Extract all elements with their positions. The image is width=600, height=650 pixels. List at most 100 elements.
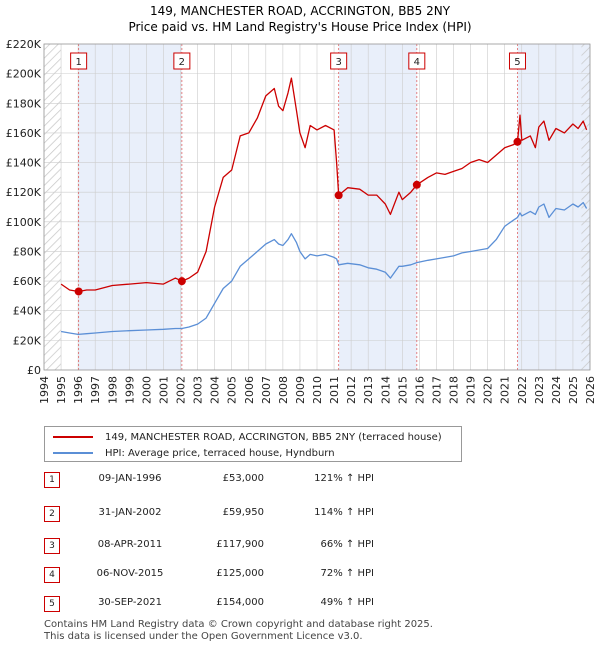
footer: Contains HM Land Registry data © Crown c… xyxy=(44,619,433,643)
x-tick-label: 2003 xyxy=(192,376,205,404)
sale-hpi-change: 121% ↑ HPI xyxy=(314,473,374,484)
sale-date: 09-JAN-1996 xyxy=(98,473,162,484)
sale-price: £154,000 xyxy=(216,597,264,608)
footer-copyright: Contains HM Land Registry data © Crown c… xyxy=(44,619,433,630)
sale-date: 31-JAN-2002 xyxy=(98,507,162,518)
y-tick-label: £160K xyxy=(6,127,42,140)
x-tick-label: 1995 xyxy=(55,376,68,404)
sale-marker-box xyxy=(70,52,88,70)
x-tick-label: 2010 xyxy=(311,376,324,404)
x-tick-label: 2022 xyxy=(516,376,529,404)
hatched-period xyxy=(44,44,62,370)
sale-number: 5 xyxy=(44,596,60,612)
legend-label-property: 149, MANCHESTER ROAD, ACCRINGTON, BB5 2N… xyxy=(105,431,442,443)
plot-area: 1 2 3 4 5 £0 £20K £40K £60K £80K £100K £120K £140K £1… xyxy=(6,38,597,404)
table-row: 5 30-SEP-2021 £154,000 49% ↑ HPI xyxy=(44,594,444,614)
sale-number: 4 xyxy=(44,567,60,583)
x-tick-label: 2011 xyxy=(328,376,341,404)
table-row: 3 08-APR-2011 £117,900 66% ↑ HPI xyxy=(44,536,444,556)
legend-item-property: 149, MANCHESTER ROAD, ACCRINGTON, BB5 2N… xyxy=(53,429,442,445)
legend-label-hpi: HPI: Average price, terraced house, Hynd… xyxy=(105,447,335,459)
y-tick-label: £40K xyxy=(13,305,42,318)
x-tick-label: 2020 xyxy=(482,376,495,404)
y-tick-label: £180K xyxy=(6,97,42,110)
x-tick-label: 1997 xyxy=(89,376,102,404)
y-tick-label: £120K xyxy=(6,186,42,199)
x-tick-label: 1996 xyxy=(72,376,85,404)
sale-marker-label: 4 xyxy=(414,57,420,68)
y-tick-label: £60K xyxy=(13,275,42,288)
x-tick-label: 1999 xyxy=(123,376,136,404)
shaded-period xyxy=(338,44,417,370)
sale-marker-label: 3 xyxy=(335,57,341,68)
sale-point xyxy=(412,180,421,189)
sale-point xyxy=(74,287,83,296)
sale-hpi-change: 66% ↑ HPI xyxy=(320,539,374,550)
y-tick-label: £100K xyxy=(6,216,42,229)
sale-point xyxy=(334,191,343,200)
chart-subtitle: Price paid vs. HM Land Registry's House … xyxy=(128,20,471,34)
sale-marker-box xyxy=(173,52,191,70)
price-chart: 149, MANCHESTER ROAD, ACCRINGTON, BB5 2N… xyxy=(6,4,597,404)
property-series-line xyxy=(60,77,588,293)
y-tick-label: £0 xyxy=(27,364,41,377)
x-tick-label: 2023 xyxy=(533,376,546,404)
x-tick-label: 2026 xyxy=(584,376,597,404)
sale-price: £53,000 xyxy=(222,473,264,484)
x-tick-label: 2025 xyxy=(567,376,580,404)
sale-date: 06-NOV-2015 xyxy=(96,568,164,579)
sale-marker-label: 1 xyxy=(75,57,81,68)
legend-swatch-property xyxy=(53,436,93,438)
sale-hpi-change: 114% ↑ HPI xyxy=(314,507,374,518)
legend: 149, MANCHESTER ROAD, ACCRINGTON, BB5 2N… xyxy=(44,426,462,462)
x-tick-label: 1994 xyxy=(38,376,51,404)
x-tick-label: 2017 xyxy=(430,376,443,404)
sale-hpi-change: 72% ↑ HPI xyxy=(320,568,374,579)
x-tick-label: 2016 xyxy=(413,376,426,404)
x-tick-label: 2021 xyxy=(499,376,512,404)
sale-number: 3 xyxy=(44,538,60,554)
x-tick-label: 2002 xyxy=(175,376,188,404)
sale-date: 30-SEP-2021 xyxy=(98,597,162,608)
legend-swatch-hpi xyxy=(53,452,93,454)
plot-frame xyxy=(43,43,591,371)
hpi-series-line xyxy=(60,201,588,336)
x-tick-label: 2005 xyxy=(226,376,239,404)
x-tick-label: 2008 xyxy=(277,376,290,404)
sale-marker-label: 2 xyxy=(179,57,185,68)
sale-marker-box xyxy=(330,52,348,70)
sale-date: 08-APR-2011 xyxy=(97,539,163,550)
x-tick-label: 2019 xyxy=(465,376,478,404)
table-row: 1 09-JAN-1996 £53,000 121% ↑ HPI xyxy=(44,470,444,490)
x-tick-label: 2015 xyxy=(396,376,409,404)
x-tick-label: 2000 xyxy=(140,376,153,404)
sale-marker-box xyxy=(408,52,426,70)
x-tick-label: 2009 xyxy=(294,376,307,404)
sale-marker-label: 5 xyxy=(514,57,520,68)
sale-price: £59,950 xyxy=(222,507,264,518)
y-tick-label: £80K xyxy=(13,245,42,258)
y-tick-label: £20K xyxy=(13,334,42,347)
sale-number: 1 xyxy=(44,472,60,488)
table-row: 4 06-NOV-2015 £125,000 72% ↑ HPI xyxy=(44,565,444,585)
footer-licence: This data is licensed under the Open Gov… xyxy=(44,631,363,642)
chart-title: 149, MANCHESTER ROAD, ACCRINGTON, BB5 2N… xyxy=(150,4,451,18)
sale-hpi-change: 49% ↑ HPI xyxy=(320,597,374,608)
x-tick-label: 2004 xyxy=(209,376,222,404)
x-tick-label: 2007 xyxy=(260,376,273,404)
y-tick-label: £220K xyxy=(6,38,42,51)
table-row: 2 31-JAN-2002 £59,950 114% ↑ HPI xyxy=(44,504,444,524)
x-tick-label: 2024 xyxy=(550,376,563,404)
sale-point xyxy=(513,137,522,146)
x-tick-label: 2014 xyxy=(379,376,392,404)
x-tick-label: 2001 xyxy=(157,376,170,404)
sale-number: 2 xyxy=(44,506,60,522)
shaded-period xyxy=(517,44,590,370)
x-tick-label: 2012 xyxy=(345,376,358,404)
x-tick-label: 2006 xyxy=(243,376,256,404)
x-tick-label: 1998 xyxy=(106,376,119,404)
x-tick-label: 2013 xyxy=(362,376,375,404)
x-tick-label: 2018 xyxy=(448,376,461,404)
y-tick-label: £200K xyxy=(6,68,42,81)
sale-price: £125,000 xyxy=(216,568,264,579)
